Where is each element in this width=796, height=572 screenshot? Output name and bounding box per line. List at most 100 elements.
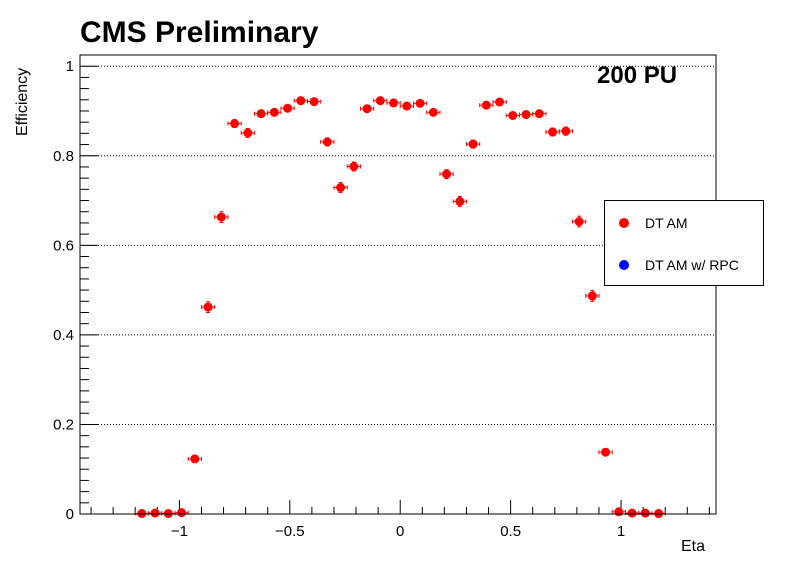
data-point bbox=[585, 290, 600, 302]
data-marker bbox=[296, 96, 306, 106]
data-point bbox=[518, 110, 534, 120]
data-point bbox=[638, 508, 653, 518]
axis-ticks bbox=[80, 65, 710, 515]
data-marker bbox=[243, 128, 253, 138]
data-point bbox=[479, 100, 494, 110]
data-point bbox=[200, 301, 216, 313]
legend: DT AM DT AM w/ RPC bbox=[604, 200, 764, 286]
data-point bbox=[253, 109, 269, 119]
data-marker bbox=[415, 98, 425, 108]
data-point bbox=[399, 101, 414, 111]
data-point bbox=[147, 508, 163, 518]
data-point bbox=[214, 211, 229, 223]
legend-entry-dt-am-rpc: DT AM w/ RPC bbox=[605, 255, 739, 275]
data-marker bbox=[601, 447, 611, 457]
data-point bbox=[492, 97, 507, 107]
data-point bbox=[174, 508, 189, 518]
y-tick-label: 0.2 bbox=[53, 416, 74, 433]
data-point bbox=[452, 196, 467, 207]
data-point bbox=[267, 107, 282, 117]
data-point bbox=[545, 127, 560, 137]
data-marker bbox=[309, 97, 319, 107]
data-point bbox=[320, 137, 335, 147]
data-marker bbox=[521, 110, 531, 120]
data-point bbox=[412, 98, 428, 108]
data-point bbox=[505, 110, 520, 120]
data-point bbox=[346, 161, 361, 172]
data-marker bbox=[428, 107, 438, 117]
data-point bbox=[611, 507, 626, 517]
data-marker bbox=[269, 107, 279, 117]
x-tick-label: 0 bbox=[396, 523, 404, 540]
data-point bbox=[240, 127, 255, 138]
data-marker bbox=[495, 97, 505, 107]
data-marker bbox=[455, 196, 465, 206]
data-point bbox=[187, 454, 202, 464]
y-tick-label: 0.4 bbox=[53, 327, 74, 344]
data-points bbox=[134, 96, 666, 519]
data-marker bbox=[177, 508, 187, 518]
grid-lines bbox=[80, 65, 716, 425]
x-tick-label: 0.5 bbox=[500, 523, 521, 540]
y-tick-label: 1 bbox=[66, 58, 74, 75]
data-point bbox=[293, 96, 308, 106]
data-point bbox=[227, 118, 242, 129]
data-marker bbox=[362, 104, 372, 114]
data-marker bbox=[336, 183, 346, 193]
data-marker bbox=[230, 119, 240, 129]
data-marker bbox=[468, 139, 478, 149]
data-marker bbox=[402, 101, 412, 111]
pileup-annotation: 200 PU bbox=[597, 62, 678, 89]
data-point bbox=[532, 109, 547, 119]
data-marker bbox=[389, 98, 399, 108]
data-marker bbox=[548, 127, 558, 137]
y-tick-label: 0.8 bbox=[53, 148, 74, 165]
data-point bbox=[386, 98, 401, 108]
data-point bbox=[426, 107, 441, 117]
data-point bbox=[280, 103, 295, 113]
data-marker bbox=[587, 291, 597, 301]
y-tick-label: 0 bbox=[66, 506, 74, 523]
data-point bbox=[558, 126, 573, 136]
data-point bbox=[333, 182, 348, 193]
legend-label: DT AM w/ RPC bbox=[645, 257, 739, 273]
data-marker bbox=[283, 103, 293, 113]
chart-title: CMS Preliminary bbox=[80, 16, 319, 49]
data-marker bbox=[508, 110, 518, 120]
data-point bbox=[571, 215, 587, 228]
x-tick-label: −1 bbox=[171, 523, 188, 540]
x-axis-label: Eta bbox=[681, 538, 706, 555]
tick-labels: 0 0.2 0.4 0.6 0.8 1 −1 −0.5 0 0.5 1 bbox=[53, 58, 625, 540]
legend-marker-red bbox=[619, 218, 629, 228]
data-marker bbox=[442, 169, 452, 179]
data-marker bbox=[190, 454, 200, 464]
legend-marker-blue bbox=[619, 260, 629, 270]
data-marker bbox=[322, 137, 332, 147]
data-point bbox=[439, 169, 454, 180]
legend-label: DT AM bbox=[645, 215, 688, 231]
data-marker bbox=[375, 96, 385, 106]
data-marker bbox=[640, 508, 650, 518]
data-marker bbox=[561, 126, 571, 136]
data-marker bbox=[150, 508, 160, 518]
data-point bbox=[306, 97, 322, 107]
x-tick-label: 1 bbox=[617, 523, 625, 540]
legend-entry-dt-am: DT AM bbox=[605, 213, 688, 233]
data-point bbox=[598, 447, 613, 457]
data-marker bbox=[614, 507, 624, 517]
data-point bbox=[359, 104, 375, 114]
data-marker bbox=[481, 100, 491, 110]
data-marker bbox=[256, 109, 266, 119]
x-tick-label: −0.5 bbox=[275, 523, 305, 540]
data-marker bbox=[203, 302, 213, 312]
data-point bbox=[624, 508, 640, 518]
data-marker bbox=[349, 162, 359, 172]
data-marker bbox=[627, 508, 637, 518]
data-point bbox=[465, 139, 481, 149]
data-marker bbox=[216, 212, 226, 222]
y-axis-label: Efficiency bbox=[14, 67, 31, 136]
data-marker bbox=[574, 217, 584, 227]
data-marker bbox=[534, 109, 544, 119]
y-tick-label: 0.6 bbox=[53, 237, 74, 254]
